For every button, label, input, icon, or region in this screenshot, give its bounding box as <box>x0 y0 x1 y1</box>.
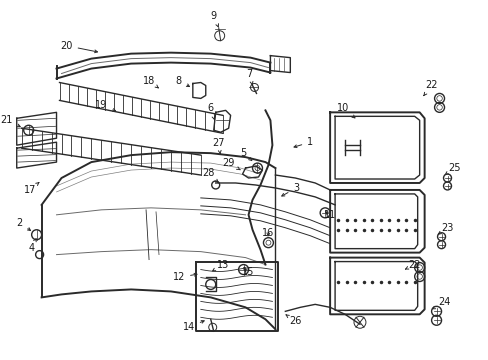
Text: 22: 22 <box>423 81 437 96</box>
Text: 19: 19 <box>95 100 115 111</box>
Text: 22: 22 <box>405 260 420 270</box>
Text: 10: 10 <box>336 103 354 118</box>
Text: 25: 25 <box>444 163 460 175</box>
Text: 6: 6 <box>207 103 214 120</box>
Text: 7: 7 <box>246 68 252 85</box>
Text: 2: 2 <box>17 218 30 230</box>
Text: 17: 17 <box>23 183 39 195</box>
Text: 26: 26 <box>285 315 301 326</box>
Text: 14: 14 <box>183 321 204 332</box>
Text: 8: 8 <box>176 76 189 86</box>
Text: 24: 24 <box>431 297 450 309</box>
Text: 29: 29 <box>222 158 240 170</box>
Text: 4: 4 <box>28 239 36 253</box>
Text: 11: 11 <box>324 210 336 220</box>
Text: 5: 5 <box>240 148 251 161</box>
Text: 28: 28 <box>202 168 218 183</box>
Text: 15: 15 <box>242 266 254 276</box>
Text: 27: 27 <box>212 138 224 154</box>
Text: 20: 20 <box>60 41 97 53</box>
Text: 18: 18 <box>142 76 158 88</box>
Text: 9: 9 <box>210 11 218 27</box>
Text: 21: 21 <box>0 115 20 127</box>
Text: 16: 16 <box>262 228 274 238</box>
Text: 13: 13 <box>212 260 228 271</box>
Text: 12: 12 <box>172 273 197 283</box>
Text: 3: 3 <box>281 183 299 196</box>
Text: 1: 1 <box>293 137 313 148</box>
Text: 23: 23 <box>437 223 453 234</box>
